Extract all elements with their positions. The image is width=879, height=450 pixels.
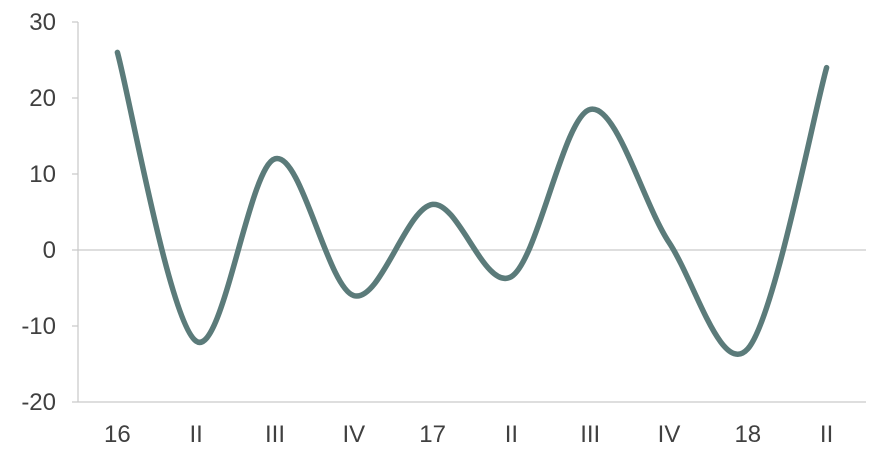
y-tick-label: -20 (21, 389, 56, 416)
x-tick-label: IV (658, 421, 681, 448)
x-tick-label: III (265, 421, 285, 448)
x-tick-label: 16 (104, 421, 131, 448)
x-tick-label: II (190, 421, 203, 448)
x-tick-label: II (820, 421, 833, 448)
series-line (114, 49, 830, 357)
x-tick-label: 18 (734, 421, 761, 448)
x-tick-label: III (580, 421, 600, 448)
x-tick-label: IV (342, 421, 365, 448)
y-tick-label: 30 (29, 9, 56, 36)
y-tick-label: 0 (43, 237, 56, 264)
x-tick-label: 17 (419, 421, 446, 448)
y-tick-label: 10 (29, 161, 56, 188)
y-tick-label: -10 (21, 313, 56, 340)
x-tick-label: II (505, 421, 518, 448)
y-tick-label: 20 (29, 85, 56, 112)
